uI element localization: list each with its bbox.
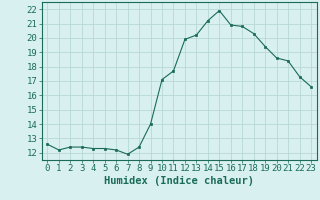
X-axis label: Humidex (Indice chaleur): Humidex (Indice chaleur) (104, 176, 254, 186)
